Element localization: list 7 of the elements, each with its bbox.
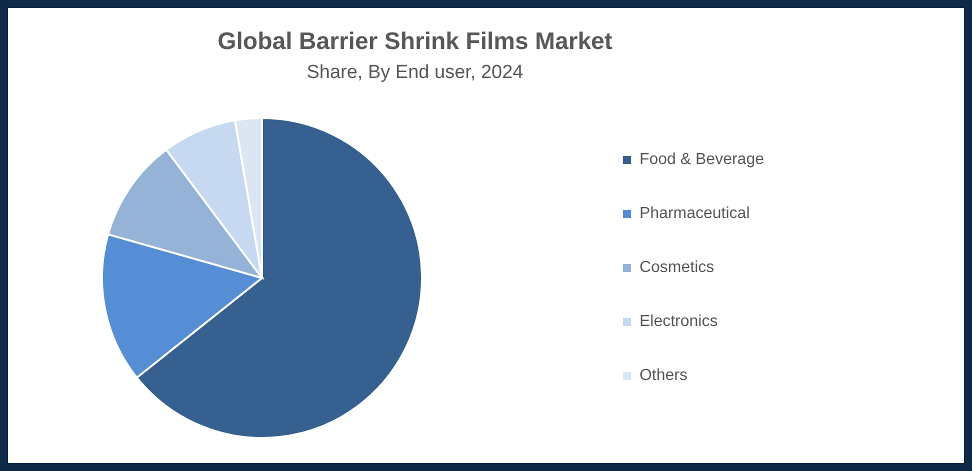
- legend-label: Food & Beverage: [639, 151, 764, 169]
- legend-label: Cosmetics: [639, 259, 714, 277]
- legend-label: Electronics: [639, 313, 718, 331]
- chart-subtitle: Share, By End user, 2024: [306, 62, 524, 84]
- legend-label: Others: [639, 367, 688, 385]
- chart-title: Global Barrier Shrink Films Market: [216, 28, 614, 56]
- legend-label: Pharmaceutical: [639, 205, 750, 223]
